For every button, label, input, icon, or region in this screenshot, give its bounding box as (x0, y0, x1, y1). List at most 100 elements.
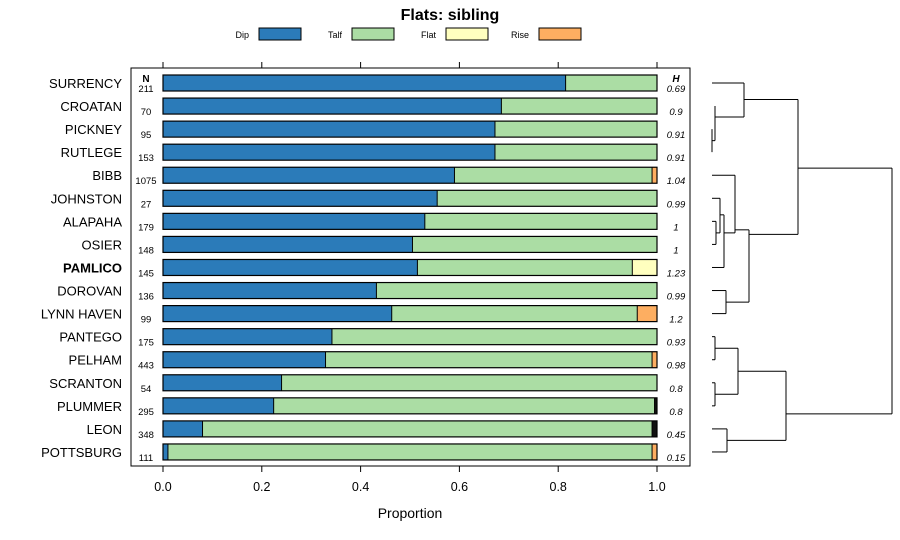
bar-segment-lynn-haven-talf (391, 305, 638, 322)
bar-outline-pelham (162, 351, 658, 369)
bar-outline-pantego (162, 328, 658, 346)
n-value-johnston: 27 (141, 199, 152, 210)
bar-segment-johnston-dip (163, 190, 438, 207)
bar-outline-pamlico (162, 258, 658, 277)
dendrogram (711, 82, 893, 453)
x-tick-label: 0.2 (253, 480, 270, 494)
n-value-osier: 148 (138, 245, 154, 256)
bar-segment-plummer-dip (163, 397, 274, 414)
bar-segment-leon-other (652, 420, 657, 437)
bar-segment-plummer-other (654, 397, 657, 414)
row-label-johnston: JOHNSTON (51, 191, 122, 206)
chart-title: Flats: sibling (401, 7, 500, 24)
bar-outline-johnston (162, 189, 658, 207)
n-value-rutlege: 153 (138, 153, 154, 164)
legend-swatch-dip (258, 27, 302, 41)
bar-segment-croatan-dip (163, 98, 502, 115)
bar-outline-alapaha (162, 212, 658, 230)
bar-segment-croatan-talf (501, 98, 657, 115)
x-tick-label: 1.0 (648, 480, 665, 494)
bar-segment-pelham-dip (163, 351, 326, 368)
bar-segment-bibb-dip (163, 167, 455, 184)
bar-segment-alapaha-dip (163, 213, 425, 230)
bar-segment-dorovan-talf (376, 282, 657, 299)
bar-outline-leon (162, 420, 658, 438)
x-tick-label: 0.6 (451, 480, 468, 494)
legend: Dip Talf Flat Rise (235, 27, 582, 41)
h-value-plummer: 0.8 (669, 407, 683, 418)
n-value-plummer: 295 (138, 407, 154, 418)
n-column-header: N (142, 74, 149, 85)
row-label-pamlico: PAMLICO (63, 260, 122, 275)
h-value-surrency: 0.69 (667, 84, 686, 95)
n-value-pelham: 443 (138, 361, 154, 372)
h-value-dorovan: 0.99 (667, 292, 686, 303)
bar-segment-pantego-talf (331, 328, 657, 345)
legend-label-dip: Dip (235, 30, 249, 40)
x-tick-label: 0.0 (154, 480, 171, 494)
row-label-lynn-haven: LYNN HAVEN (41, 307, 122, 322)
bar-outline-pottsburg (162, 443, 658, 461)
n-value-pantego: 175 (138, 338, 154, 349)
h-value-johnston: 0.99 (667, 199, 686, 210)
x-axis-label: Proportion (378, 505, 443, 521)
bar-segment-osier-dip (163, 236, 413, 253)
legend-label-flat: Flat (421, 30, 437, 40)
h-column-header: H (672, 74, 680, 85)
legend-swatch-rise (538, 27, 582, 41)
row-label-osier: OSIER (82, 237, 122, 252)
bar-segment-pantego-dip (163, 328, 332, 345)
bar-segment-rutlege-talf (494, 144, 657, 161)
bar-segment-lynn-haven-rise (637, 305, 657, 322)
row-label-pantego: PANTEGO (59, 330, 122, 345)
row-label-dorovan: DOROVAN (57, 284, 122, 299)
bar-segment-pamlico-dip (163, 259, 418, 276)
row-label-surrency: SURRENCY (49, 76, 122, 91)
row-label-croatan: CROATAN (60, 99, 122, 114)
h-value-pottsburg: 0.15 (667, 453, 686, 464)
x-tick-label: 0.8 (550, 480, 567, 494)
legend-swatch-talf (351, 27, 395, 41)
legend-label-talf: Talf (328, 30, 343, 40)
bar-segment-johnston-talf (437, 190, 657, 207)
x-axis: 0.0 0.2 0.4 0.6 0.8 1.0 (154, 62, 666, 494)
n-value-lynn-haven: 99 (141, 315, 152, 326)
h-value-rutlege: 0.91 (667, 153, 686, 164)
n-value-scranton: 54 (141, 384, 152, 395)
bars-layer (162, 74, 658, 461)
bar-segment-pottsburg-rise (652, 443, 657, 460)
n-value-surrency: 211 (138, 84, 153, 95)
bar-segment-scranton-talf (281, 374, 657, 391)
legend-label-rise: Rise (511, 30, 529, 40)
bar-segment-osier-talf (412, 236, 657, 253)
bar-outline-pickney (162, 120, 658, 138)
bar-outline-plummer (162, 397, 658, 415)
row-label-pickney: PICKNEY (65, 122, 122, 137)
row-label-scranton: SCRANTON (49, 376, 122, 391)
bar-segment-rutlege-dip (163, 144, 495, 161)
bar-outline-lynn-haven (162, 305, 658, 323)
h-value-pamlico: 1.23 (667, 268, 686, 279)
bar-segment-leon-talf (202, 420, 653, 437)
row-label-pelham: PELHAM (69, 353, 122, 368)
bar-segment-pamlico-flat (632, 259, 657, 276)
legend-swatch-flat (445, 27, 489, 41)
row-label-leon: LEON (87, 422, 122, 437)
bar-outline-croatan (162, 97, 658, 115)
bar-segment-alapaha-talf (424, 213, 657, 230)
n-value-dorovan: 136 (138, 292, 154, 303)
h-value-croatan: 0.9 (669, 107, 683, 118)
bar-outline-bibb (162, 166, 658, 184)
bar-segment-plummer-talf (273, 397, 655, 414)
n-value-pamlico: 145 (138, 268, 154, 279)
h-value-lynn-haven: 1.2 (669, 315, 683, 326)
h-value-pantego: 0.93 (667, 338, 686, 349)
bar-segment-surrency-dip (163, 75, 566, 91)
bar-segment-pickney-talf (494, 121, 657, 138)
bar-outline-rutlege (162, 143, 658, 161)
bar-segment-scranton-dip (163, 374, 282, 391)
n-value-pickney: 95 (141, 130, 152, 141)
h-value-pickney: 0.91 (667, 130, 686, 141)
bar-segment-bibb-rise (652, 167, 657, 184)
